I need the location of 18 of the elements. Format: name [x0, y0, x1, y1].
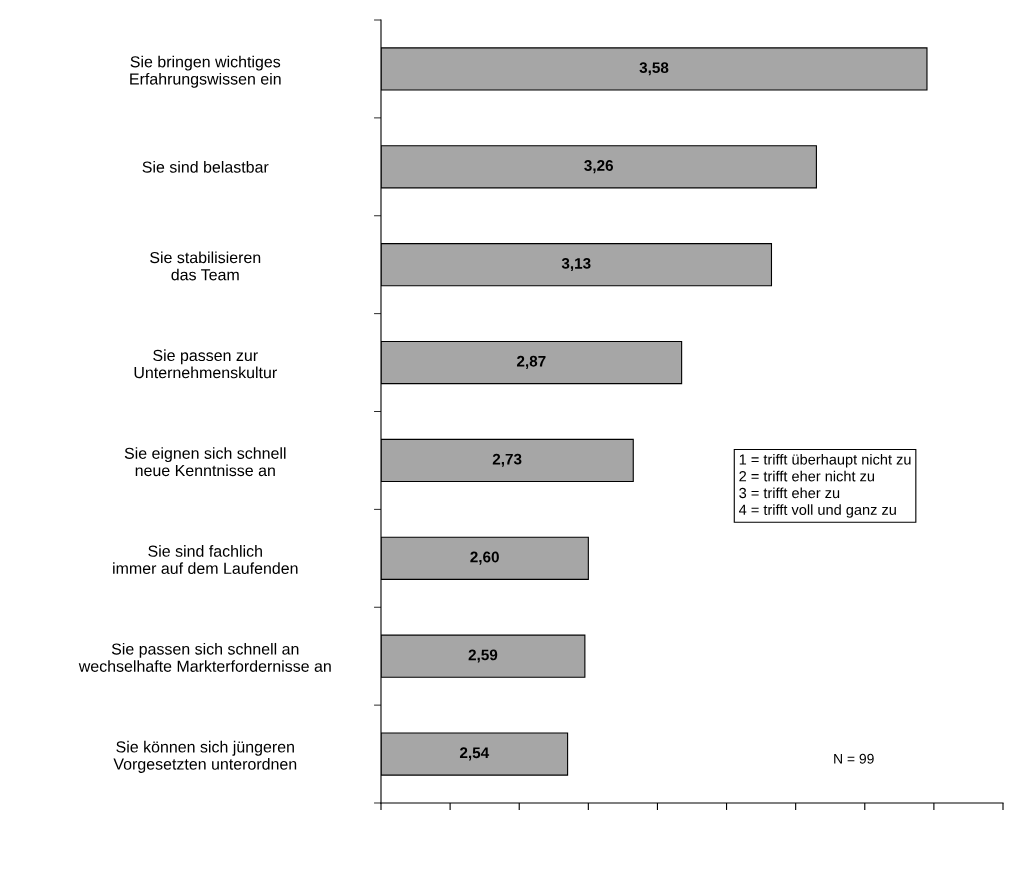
- y-tick-label: Sie können sich jüngeren Vorgesetzten unterordnen: [113, 740, 297, 773]
- y-tick-label: Sie stabilisieren das Team: [150, 251, 261, 281]
- annotation: N = 99: [834, 753, 874, 764]
- y-tick-label: Sie bringen wichtiges Erfahrungswissen ein: [130, 55, 281, 88]
- data-label: 3,58: [639, 62, 669, 76]
- data-label: 2,87: [516, 355, 546, 369]
- data-label: 2,59: [468, 649, 498, 663]
- y-tick-label: Sie passen sich schnell an wechselhafte Markterfordernisse an: [78, 642, 331, 672]
- y-tick-label: Sie eignen sich schnell neue Kenntnisse an: [124, 447, 286, 477]
- data-label: 2,60: [470, 551, 499, 565]
- annotation: 1 = trifft überhaupt nicht zu 2 = trifft eher nicht zu 3 = trifft eher zu 4 = trifft voll und ganz zu: [738, 453, 911, 518]
- y-tick-label: Sie passen zur Unternehmenskultur: [134, 349, 277, 379]
- y-tick-label: Sie sind belastbar: [142, 161, 269, 173]
- data-label: 2,54: [459, 747, 490, 761]
- data-label: 2,73: [492, 453, 522, 467]
- y-tick-label: Sie sind fachlich immer auf dem Laufenden: [113, 545, 298, 575]
- data-label: 3,13: [561, 257, 591, 271]
- data-label: 3,26: [584, 160, 614, 174]
